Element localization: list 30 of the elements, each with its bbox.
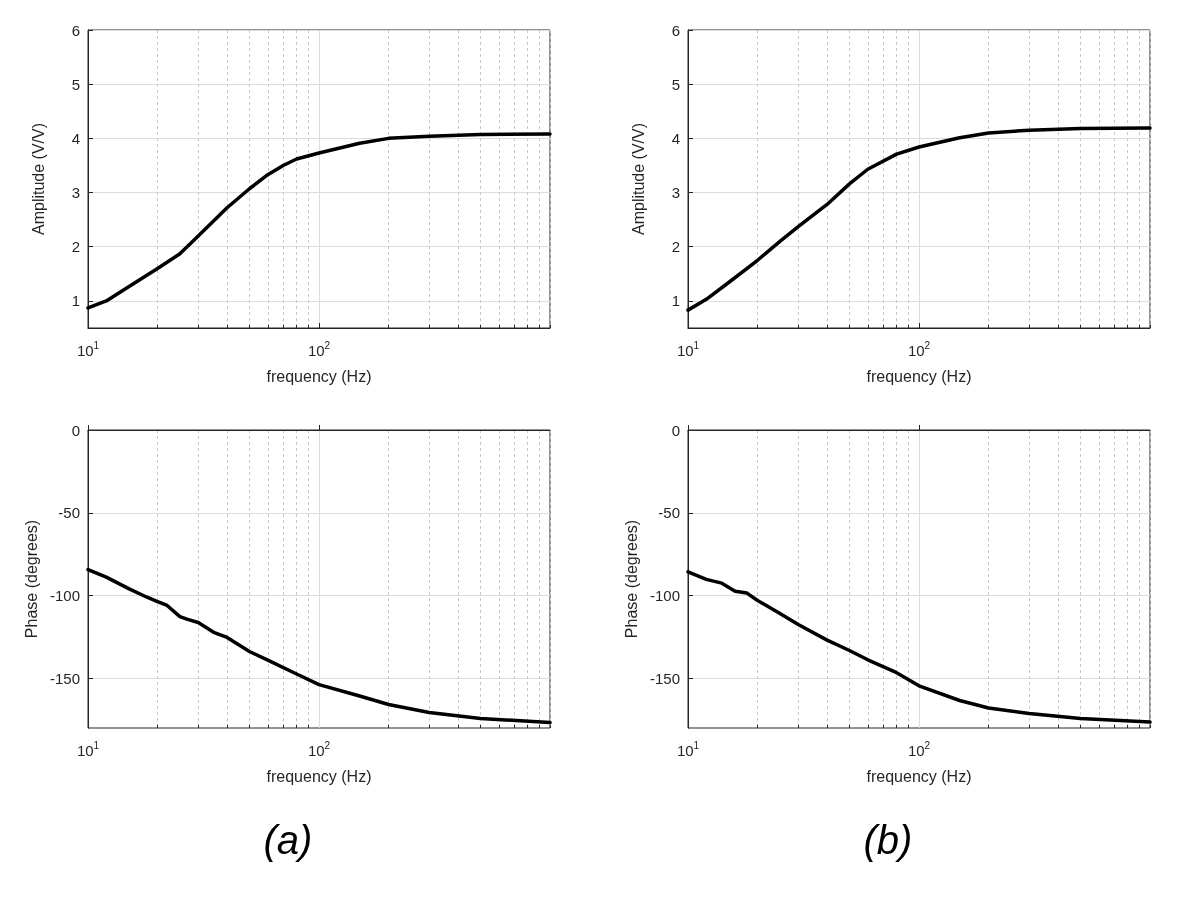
y-tick-label: 4 bbox=[671, 129, 680, 147]
x-axis-title: frequency (Hz) bbox=[266, 767, 372, 785]
text: (a) bbox=[263, 818, 313, 863]
y-tick-label: 3 bbox=[671, 184, 680, 202]
y-tick-label: -50 bbox=[658, 504, 680, 522]
y-tick-label: 4 bbox=[71, 129, 80, 147]
y-tick-label: -50 bbox=[58, 504, 80, 522]
y-axis-title: Phase (degrees) bbox=[22, 519, 40, 639]
y-tick-label: -150 bbox=[649, 669, 680, 687]
y-tick-label: 1 bbox=[671, 292, 680, 310]
y-tick-label: -100 bbox=[49, 587, 80, 605]
y-tick-label: -100 bbox=[649, 587, 680, 605]
y-tick-label: 1 bbox=[71, 292, 80, 310]
y-axis-title: Amplitude (V/V) bbox=[29, 122, 47, 236]
y-tick-label: 2 bbox=[671, 238, 680, 256]
text: (b) bbox=[863, 818, 913, 863]
x-axis-title: frequency (Hz) bbox=[866, 367, 972, 385]
y-tick-label: 6 bbox=[71, 21, 80, 39]
y-tick-label: 2 bbox=[71, 238, 80, 256]
y-tick-label: 0 bbox=[71, 421, 80, 439]
x-axis-title: frequency (Hz) bbox=[866, 767, 972, 785]
y-tick-label: 3 bbox=[71, 184, 80, 202]
y-tick-label: 6 bbox=[671, 21, 680, 39]
y-axis-title: Amplitude (V/V) bbox=[629, 122, 647, 236]
y-tick-label: -150 bbox=[49, 669, 80, 687]
y-tick-label: 5 bbox=[71, 75, 80, 93]
y-axis-title: Phase (degrees) bbox=[622, 519, 640, 639]
y-tick-label: 5 bbox=[671, 75, 680, 93]
y-tick-label: 0 bbox=[671, 421, 680, 439]
x-axis-title: frequency (Hz) bbox=[266, 367, 372, 385]
